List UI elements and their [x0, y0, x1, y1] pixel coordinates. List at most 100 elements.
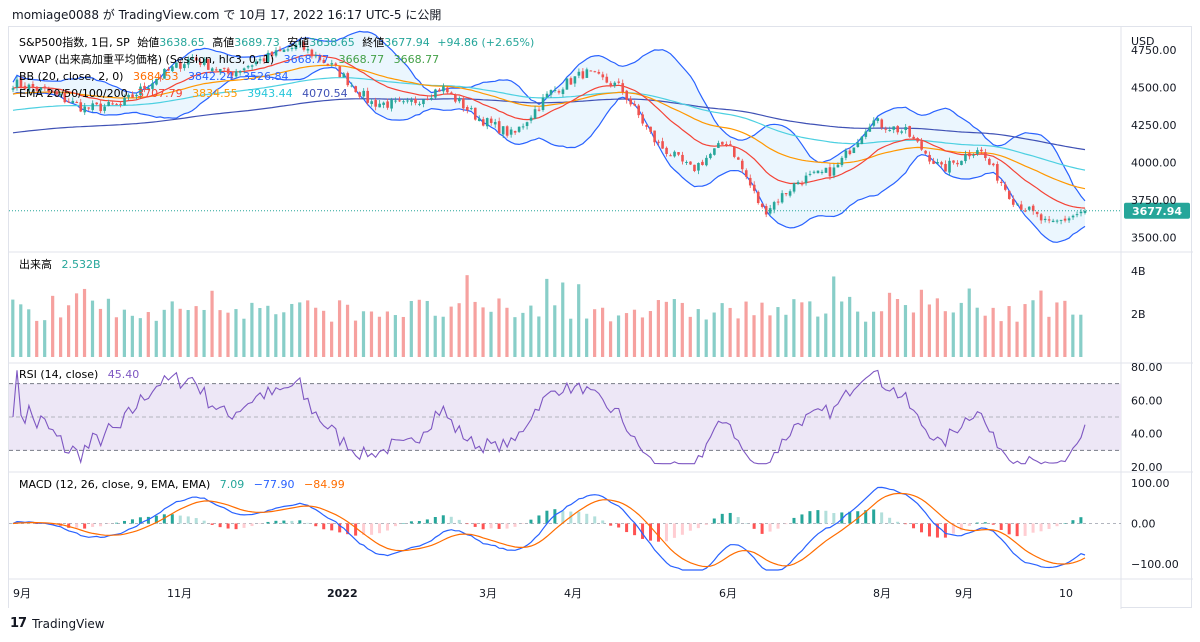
macd-histogram-bar: [346, 523, 350, 535]
change-value: +94.86 (+2.65%): [437, 36, 534, 49]
candle-body: [968, 153, 971, 157]
macd-histogram-bar: [991, 523, 995, 525]
candle-body: [79, 102, 83, 112]
bb-label: BB (20, close, 2, 0): [19, 70, 123, 83]
volume-bar: [1031, 300, 1035, 357]
candle-body: [844, 150, 848, 158]
candle-body: [234, 71, 238, 77]
macd-histogram-bar: [585, 513, 589, 524]
volume-bar: [848, 296, 852, 357]
candle-body: [852, 147, 856, 154]
macd-histogram-bar: [162, 514, 166, 524]
candle-body: [222, 67, 226, 69]
candle-body: [1083, 210, 1087, 213]
candle-body: [111, 103, 114, 105]
macd-histogram-bar: [1079, 517, 1083, 524]
main-legend[interactable]: S&P500指数, 1日, SP 始値3638.65 高値3689.73 安値3…: [19, 35, 534, 49]
volume-bar: [234, 309, 238, 357]
candle-body: [1035, 211, 1039, 215]
volume-bar: [242, 318, 246, 357]
ema-label: EMA 20/50/100/200: [19, 87, 128, 100]
candle-body: [75, 102, 79, 104]
candle-body: [11, 88, 15, 90]
macd-histogram-bar: [178, 515, 182, 524]
macd-histogram-bar: [920, 523, 924, 533]
macd-histogram-bar: [720, 513, 724, 524]
candle-body: [1031, 205, 1035, 212]
macd-legend[interactable]: MACD (12, 26, close, 9, EMA, EMA) 7.09 −…: [19, 478, 345, 491]
volume-legend[interactable]: 出来高 2.532B: [19, 257, 101, 271]
macd-histogram-bar: [1047, 523, 1051, 529]
macd-histogram-bar: [664, 523, 668, 542]
candle-body: [179, 62, 182, 69]
macd-histogram-bar: [816, 510, 820, 524]
volume-bar: [608, 321, 613, 357]
candle-body: [370, 101, 373, 105]
candle-body: [1051, 220, 1055, 223]
macd-histogram-bar: [11, 523, 15, 524]
macd-histogram-bar: [752, 523, 756, 529]
macd-histogram-bar: [951, 523, 955, 534]
rsi-legend[interactable]: RSI (14, close) 45.40: [19, 368, 139, 381]
macd-histogram-bar: [146, 516, 150, 524]
candle-body: [350, 85, 354, 87]
candle-body: [123, 97, 126, 106]
macd-histogram-bar: [617, 523, 621, 528]
candle-body: [868, 126, 872, 132]
candle-body: [95, 102, 98, 105]
candle-body: [322, 59, 326, 64]
candle-body: [71, 100, 75, 104]
macd-histogram-bar: [138, 517, 142, 524]
chart-container[interactable]: 3677.94 USD 4750.00 4500.00 4250.00 4000…: [8, 26, 1193, 609]
volume-bar: [529, 305, 533, 357]
rsi-axis-tick: 20.00: [1131, 461, 1163, 474]
volume-bar: [672, 299, 676, 357]
ema-legend[interactable]: EMA 20/50/100/200 3707.79 3834.55 3943.4…: [19, 87, 348, 100]
macd-histogram-bar: [122, 520, 126, 524]
candle-body: [744, 170, 748, 177]
macd-histogram-bar: [51, 523, 55, 525]
volume-bar: [489, 311, 493, 357]
candle-body: [565, 78, 569, 90]
volume-bar: [306, 300, 310, 357]
macd-histogram-bar: [370, 523, 374, 535]
candle-body: [302, 41, 306, 50]
volume-bar: [975, 307, 979, 357]
volume-bar: [194, 306, 198, 357]
candle-body: [792, 183, 796, 192]
macd-histogram-bar: [35, 523, 39, 524]
macd-histogram-bar: [489, 523, 493, 529]
candle-body: [856, 142, 860, 148]
time-axis-label: 9月: [13, 587, 31, 600]
volume-bar: [282, 312, 286, 357]
vwap-legend[interactable]: VWAP (出来高加重平均価格) (Session, hlc3, 0, 1) 3…: [19, 52, 439, 66]
candle-body: [442, 86, 445, 92]
candle-body: [788, 191, 792, 196]
candle-body: [505, 126, 509, 136]
macd-histogram-bar: [75, 523, 79, 528]
macd-histogram-bar: [234, 523, 238, 530]
candle-body: [342, 73, 346, 78]
candle-body: [91, 103, 95, 110]
candle-body: [721, 141, 724, 145]
candle-body: [358, 92, 362, 97]
macd-histogram-bar: [298, 520, 302, 524]
macd-histogram-bar: [386, 523, 390, 531]
candle-body: [270, 51, 274, 57]
low-value: 3638.65: [309, 36, 355, 49]
chart-svg[interactable]: 3677.94 USD 4750.00 4500.00 4250.00 4000…: [9, 27, 1193, 609]
bb-lower-value: 3526.84: [243, 70, 289, 83]
bb-legend[interactable]: BB (20, close, 2, 0) 3684.53 3842.24 352…: [19, 70, 288, 83]
candle-body: [254, 61, 258, 65]
volume-bar: [393, 315, 397, 357]
candle-body: [980, 149, 983, 152]
candle-body: [107, 102, 110, 106]
macd-hist-value: 7.09: [220, 478, 245, 491]
volume-bar: [369, 311, 374, 357]
candle-body: [278, 49, 282, 52]
macd-histogram-bar: [218, 523, 222, 528]
tradingview-footer[interactable]: 17 TradingView: [10, 616, 105, 631]
candle-body: [183, 64, 186, 69]
candle-body: [653, 130, 656, 143]
candle-body: [143, 85, 146, 89]
